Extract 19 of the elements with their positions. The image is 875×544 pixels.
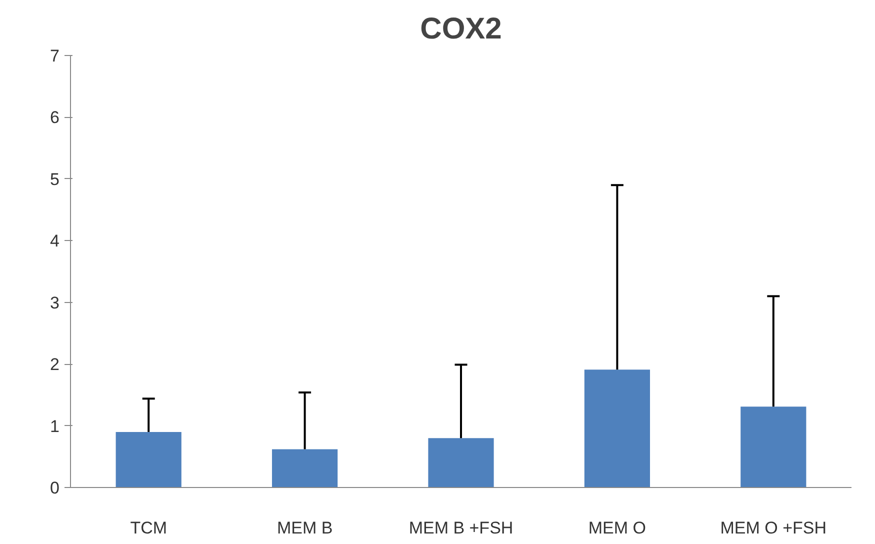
bar [272,449,338,488]
bar [428,438,494,488]
y-tick-label: 5 [50,170,60,189]
x-tick-label: TCM [130,518,168,538]
chart-title: COX2 [420,12,502,46]
y-tick-label: 2 [50,355,60,374]
x-tick-label: MEM B +FSH [408,518,514,538]
y-tick-label: 7 [50,46,60,66]
bar [740,406,806,488]
y-tick-label: 4 [50,232,60,251]
x-tick-label: MEM B [276,518,333,538]
bar [584,370,650,488]
bar [116,432,182,488]
y-tick-label: 0 [50,478,60,498]
y-tick-label: 1 [50,416,60,436]
y-tick-label: 6 [50,108,60,128]
x-tick-label: MEM O +FSH [720,518,827,538]
y-tick-label: 3 [50,293,60,312]
x-tick-label: MEM O [588,518,646,538]
